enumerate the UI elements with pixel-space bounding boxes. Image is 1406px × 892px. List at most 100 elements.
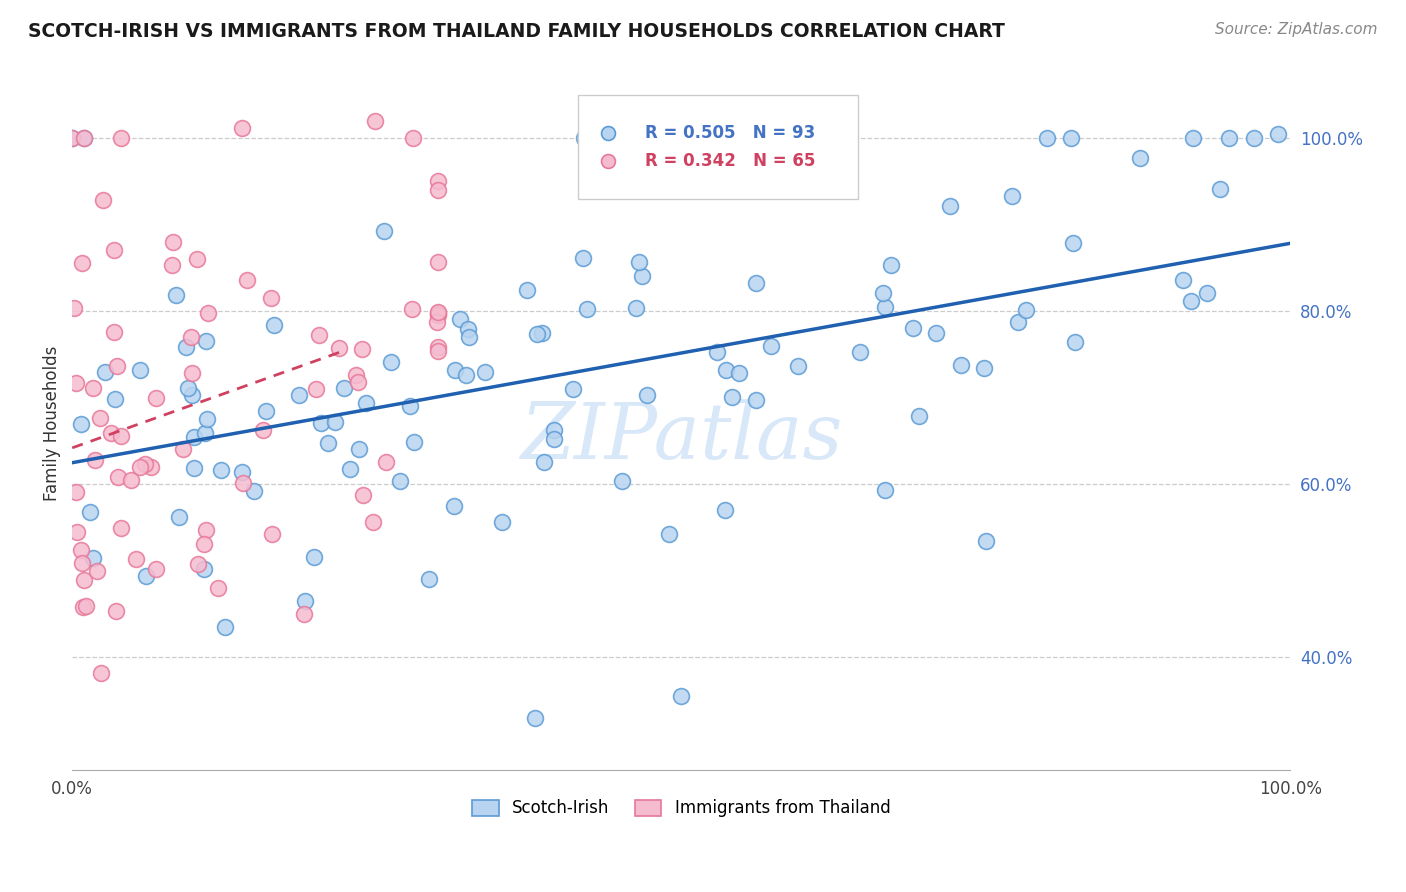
Point: [172, 442, 194, 457]
Point: [195, 523, 218, 537]
Point: [561, 382, 583, 396]
Point: [426, 306, 449, 320]
Point: [63, 301, 86, 315]
Point: [426, 309, 449, 323]
Point: [543, 424, 565, 438]
Point: [939, 199, 962, 213]
Point: [193, 562, 215, 576]
Point: [187, 558, 209, 572]
Point: [183, 461, 205, 475]
Point: [120, 473, 142, 487]
Point: [288, 388, 311, 402]
Point: [89, 411, 111, 425]
Point: [79, 505, 101, 519]
Point: [60, 131, 83, 145]
Point: [744, 276, 766, 290]
Point: [356, 396, 378, 410]
Point: [84, 453, 107, 467]
Point: [165, 288, 187, 302]
Point: [347, 375, 370, 389]
Y-axis label: Family Households: Family Households: [44, 346, 60, 501]
Point: [231, 465, 253, 479]
Point: [598, 131, 620, 145]
Point: [1063, 335, 1085, 350]
Text: SCOTCH-IRISH VS IMMIGRANTS FROM THAILAND FAMILY HOUSEHOLDS CORRELATION CHART: SCOTCH-IRISH VS IMMIGRANTS FROM THAILAND…: [28, 22, 1005, 41]
Point: [361, 515, 384, 529]
Point: [134, 458, 156, 472]
Point: [86, 564, 108, 578]
Point: [658, 527, 681, 541]
Point: [759, 338, 782, 352]
Point: [72, 599, 94, 614]
Point: [401, 302, 423, 317]
Point: [65, 485, 87, 500]
Bar: [578, 95, 858, 199]
Text: R = 0.342   N = 65: R = 0.342 N = 65: [645, 152, 815, 169]
Point: [1180, 294, 1202, 309]
Point: [375, 455, 398, 469]
Point: [162, 235, 184, 249]
Point: [186, 252, 208, 267]
Point: [1007, 315, 1029, 329]
Point: [849, 344, 872, 359]
Point: [543, 432, 565, 446]
Point: [214, 620, 236, 634]
Point: [533, 455, 555, 469]
Point: [252, 423, 274, 437]
Point: [474, 365, 496, 379]
Point: [380, 354, 402, 368]
Point: [176, 381, 198, 395]
Point: [105, 359, 128, 373]
Point: [426, 305, 449, 319]
Point: [194, 334, 217, 348]
Point: [193, 537, 215, 551]
Point: [426, 340, 449, 354]
Point: [231, 121, 253, 136]
Point: [598, 200, 620, 214]
Point: [598, 235, 620, 249]
Text: Source: ZipAtlas.com: Source: ZipAtlas.com: [1215, 22, 1378, 37]
Point: [160, 258, 183, 272]
Point: [311, 416, 333, 430]
Point: [426, 174, 449, 188]
Point: [243, 483, 266, 498]
Point: [339, 462, 361, 476]
Point: [66, 524, 89, 539]
Point: [706, 344, 728, 359]
Point: [181, 366, 204, 380]
Point: [669, 690, 692, 704]
Point: [73, 573, 96, 587]
Point: [572, 131, 595, 145]
Point: [70, 543, 93, 558]
Point: [128, 363, 150, 377]
Point: [323, 415, 346, 429]
Point: [714, 363, 737, 377]
Point: [141, 460, 163, 475]
Point: [1035, 131, 1057, 145]
Point: [610, 475, 633, 489]
Point: [302, 549, 325, 564]
Point: [974, 533, 997, 548]
Point: [82, 551, 104, 566]
Point: [873, 483, 896, 498]
Point: [73, 131, 96, 145]
Point: [530, 326, 553, 340]
Point: [70, 556, 93, 570]
Point: [973, 361, 995, 376]
Point: [129, 459, 152, 474]
Point: [1243, 131, 1265, 145]
Point: [404, 435, 426, 450]
Point: [713, 503, 735, 517]
Point: [572, 251, 595, 265]
Point: [1062, 236, 1084, 251]
Point: [105, 604, 128, 618]
Point: [194, 425, 217, 440]
Point: [457, 322, 479, 336]
Point: [389, 474, 412, 488]
Point: [352, 488, 374, 502]
Text: R = 0.505   N = 93: R = 0.505 N = 93: [645, 124, 815, 142]
Point: [524, 711, 547, 725]
Point: [449, 312, 471, 326]
Point: [454, 368, 477, 382]
Point: [1001, 189, 1024, 203]
